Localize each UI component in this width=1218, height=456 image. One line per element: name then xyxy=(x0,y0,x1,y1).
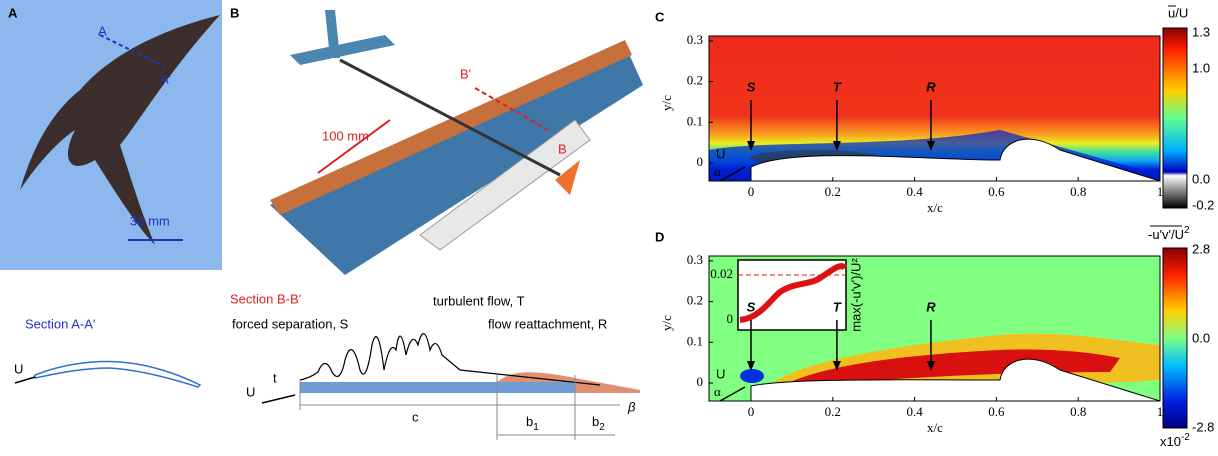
x-tick-label: 0.8 xyxy=(1070,404,1086,419)
label-subscript: 2 xyxy=(599,422,605,433)
y-tick-label: 0.1 xyxy=(687,113,703,128)
dimension-label: β xyxy=(627,399,636,414)
flow-label: U xyxy=(246,384,255,399)
wing xyxy=(270,45,643,275)
wing-section xyxy=(35,362,200,387)
y-tick-label: 0 xyxy=(697,154,704,169)
x-tick-label: 0.6 xyxy=(988,404,1005,419)
colorbar-tick-label: -2.8 xyxy=(1192,419,1214,434)
colorbar-tick-label: -0.2 xyxy=(1192,197,1214,212)
marker-label: R xyxy=(926,299,936,314)
x-tick-label: 0.2 xyxy=(825,184,841,199)
x-tick-label: 1 xyxy=(1157,404,1164,419)
scale-label: 100 mm xyxy=(322,128,369,143)
flow-label: U xyxy=(14,361,23,376)
propeller xyxy=(555,160,580,195)
y-tick-label: 0 xyxy=(697,374,704,389)
x-tick-label: 0.6 xyxy=(988,184,1005,199)
marker-label: R xyxy=(926,79,936,94)
x-axis-label: x/c xyxy=(927,420,943,435)
tail-flap xyxy=(575,378,640,393)
annotation: turbulent flow, T xyxy=(433,293,525,308)
colorbar-multiplier: x10-2 xyxy=(1160,432,1190,450)
angle-label: α xyxy=(714,164,721,179)
x-tick-label: 0 xyxy=(748,184,755,199)
colorbar xyxy=(1163,28,1187,208)
section-title: Section B-B' xyxy=(230,291,301,306)
section-label: B' xyxy=(460,66,471,81)
section-title: Section A-A' xyxy=(25,316,95,331)
section-label: A' xyxy=(160,71,171,86)
inset-tick-label: 0 xyxy=(727,311,734,326)
x-tick-label: 0.4 xyxy=(906,184,923,199)
x-tick-label: 0.4 xyxy=(906,404,923,419)
flow-arrow xyxy=(15,377,35,383)
marker-label: T xyxy=(833,79,842,94)
y-tick-label: 0.3 xyxy=(687,32,703,47)
dimension-label: b1 xyxy=(526,414,539,432)
plate xyxy=(300,382,575,393)
scale-label: 30 mm xyxy=(130,213,170,228)
figure: A A A' 30 mm Section A-A' U B B' B 100 mm Section … xyxy=(0,0,1218,451)
y-tick-label: 0.2 xyxy=(687,73,703,88)
annotation: flow reattachment, R xyxy=(488,316,607,331)
y-axis-label: y/c xyxy=(659,95,674,111)
colorbar-tick-label: 1.3 xyxy=(1192,24,1210,39)
colorbar-label-part: 2 xyxy=(1184,225,1190,236)
multiplier-part: x10 xyxy=(1160,434,1181,449)
colorbar-tick-label: 0.0 xyxy=(1192,330,1210,345)
dimension-label: t xyxy=(273,370,277,385)
colorbar-label-part: /U xyxy=(1171,227,1184,242)
dimension-label: c xyxy=(412,409,419,424)
x-tick-label: 0.2 xyxy=(825,404,841,419)
marker-label: S xyxy=(747,79,756,94)
x-axis-label: x/c xyxy=(927,200,943,215)
marker-label: S xyxy=(747,299,756,314)
y-tick-label: 0.1 xyxy=(687,333,703,348)
colorbar-tick-label: 2.8 xyxy=(1192,241,1210,256)
y-tick-label: 0.2 xyxy=(687,293,703,308)
section-label: A xyxy=(98,23,107,38)
section-label: B xyxy=(558,141,567,156)
panel-label: B xyxy=(230,5,239,20)
colorbar-label: u/U xyxy=(1168,5,1188,20)
flow-arrow xyxy=(262,395,295,403)
label-subscript: 1 xyxy=(533,422,539,433)
colorbar-label: -u'v'/U2 xyxy=(1148,225,1190,243)
angle-label: α xyxy=(714,384,721,399)
label-base: b xyxy=(592,414,599,429)
contour-c xyxy=(709,36,1160,181)
flow-label: U xyxy=(716,366,725,381)
colorbar-tick-label: 1.0 xyxy=(1192,60,1210,75)
multiplier-part: -2 xyxy=(1181,432,1190,443)
marker-label: T xyxy=(833,299,842,314)
colorbar-label-part: -u'v' xyxy=(1148,227,1171,242)
inset-tick-label: 0.02 xyxy=(710,266,733,281)
colorbar-tick-label: 0.0 xyxy=(1192,171,1210,186)
dimension-label: b2 xyxy=(592,414,605,432)
panel-label: D xyxy=(655,229,664,244)
colorbar xyxy=(1163,248,1187,428)
label-base: b xyxy=(526,414,533,429)
annotation: forced separation, S xyxy=(232,316,349,331)
x-tick-label: 0.8 xyxy=(1070,184,1086,199)
x-tick-label: 0 xyxy=(748,404,755,419)
panel-label: A xyxy=(8,5,18,20)
negative-region xyxy=(740,369,764,383)
inset-axis-label: max(-u'v')/U² xyxy=(848,258,863,332)
y-axis-label: y/c xyxy=(659,315,674,331)
x-tick-label: 1 xyxy=(1157,184,1164,199)
flow-label: U xyxy=(716,146,725,161)
y-tick-label: 0.3 xyxy=(687,252,703,267)
panel-label: C xyxy=(655,9,665,24)
